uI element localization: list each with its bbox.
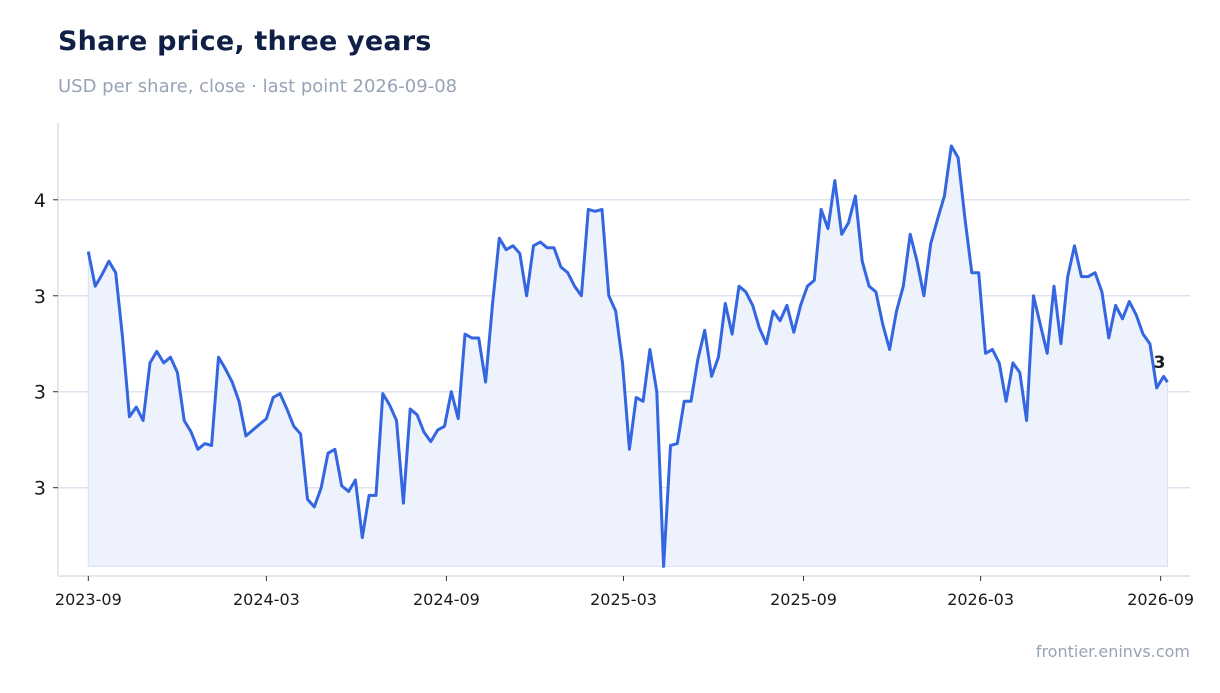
chart-title: Share price, three years — [58, 26, 432, 57]
y-tick-label: 3 — [34, 382, 46, 404]
x-tick-label: 2025-03 — [590, 590, 657, 609]
chart-subtitle: USD per share, close · last point 2026-0… — [58, 76, 458, 97]
x-axis-ticks: 2023-09 2024-03 2024-09 2025-03 2025-09 2026-… — [55, 576, 1194, 609]
source-credit: frontier.eninvs.com — [1035, 642, 1190, 661]
x-tick-label: 2026-09 — [1127, 590, 1194, 609]
x-tick-label: 2024-03 — [233, 590, 300, 609]
y-tick-label: 3 — [34, 478, 46, 500]
last-value-label: 3 — [1154, 353, 1166, 373]
price-area — [87, 144, 1168, 567]
x-tick-label: 2025-09 — [770, 590, 837, 609]
x-tick-label: 2026-03 — [947, 590, 1014, 609]
y-tick-label: 3 — [34, 286, 46, 308]
price-line — [86, 144, 1169, 568]
y-tick-label: 4 — [34, 190, 46, 212]
x-tick-label: 2024-09 — [413, 590, 480, 609]
y-axis-ticks: 3 3 3 4 — [34, 190, 58, 500]
x-tick-label: 2023-09 — [55, 590, 122, 609]
